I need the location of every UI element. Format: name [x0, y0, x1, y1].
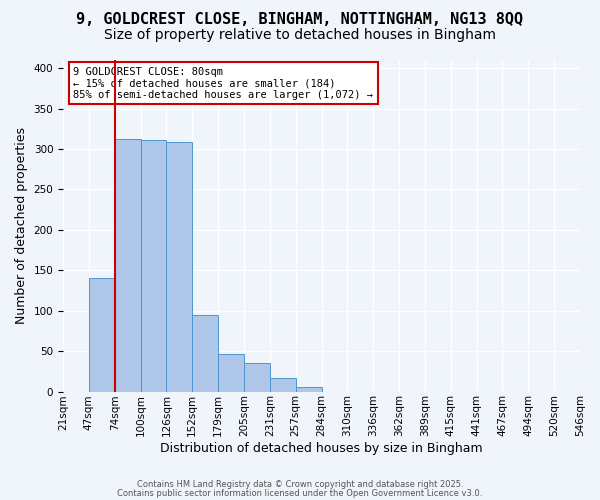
Bar [140, 140, 166, 392]
Bar [270, 378, 296, 392]
Text: Size of property relative to detached houses in Bingham: Size of property relative to detached ho… [104, 28, 496, 42]
Text: 9 GOLDCREST CLOSE: 80sqm
← 15% of detached houses are smaller (184)
85% of semi-: 9 GOLDCREST CLOSE: 80sqm ← 15% of detach… [73, 66, 373, 100]
Bar [192, 314, 218, 392]
Bar [166, 142, 192, 392]
Bar [89, 278, 115, 392]
Text: Contains HM Land Registry data © Crown copyright and database right 2025.: Contains HM Land Registry data © Crown c… [137, 480, 463, 489]
Bar [244, 363, 270, 392]
Text: 9, GOLDCREST CLOSE, BINGHAM, NOTTINGHAM, NG13 8QQ: 9, GOLDCREST CLOSE, BINGHAM, NOTTINGHAM,… [76, 12, 524, 28]
Bar [115, 139, 140, 392]
Text: Contains public sector information licensed under the Open Government Licence v3: Contains public sector information licen… [118, 488, 482, 498]
Bar [218, 354, 244, 392]
X-axis label: Distribution of detached houses by size in Bingham: Distribution of detached houses by size … [160, 442, 483, 455]
Y-axis label: Number of detached properties: Number of detached properties [15, 128, 28, 324]
Bar [296, 386, 322, 392]
